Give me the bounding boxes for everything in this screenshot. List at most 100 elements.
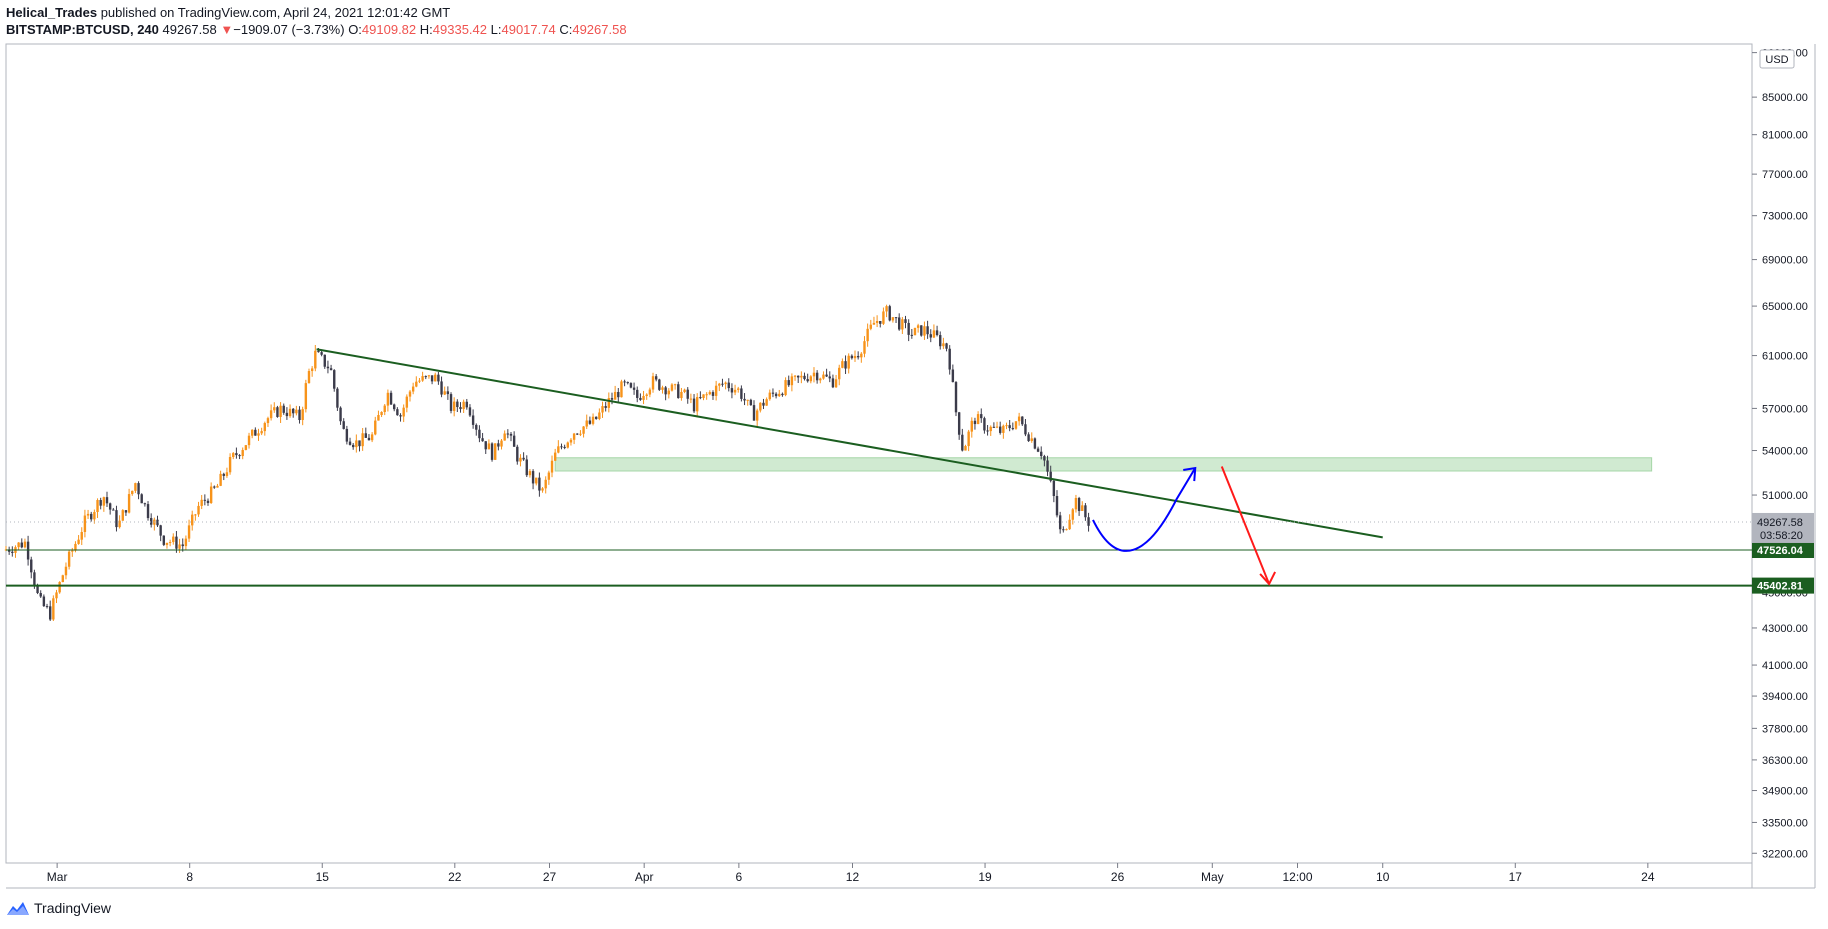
candle-body [916,325,920,328]
candle [156,515,159,527]
author-name[interactable]: Helical_Trades [6,5,98,20]
candle-body [535,477,538,484]
candle [83,509,87,538]
candle [550,455,554,478]
candle-body [197,505,200,515]
candle-body [509,433,513,436]
price-chart[interactable]: 90000.0085000.0081000.0077000.0073000.00… [0,0,1828,895]
candle-body [497,443,500,447]
candle [465,398,469,410]
candle-body [279,405,282,417]
candle [1002,424,1005,439]
candle [661,385,664,394]
candle-body [494,443,497,460]
candle [973,417,977,430]
price-tick-label: 77000.00 [1762,169,1808,181]
candle-body [778,393,781,397]
candle [942,337,945,350]
candle [951,364,955,383]
candle-body [737,388,740,390]
candle-body [677,384,680,399]
candle [519,454,522,467]
candle [449,392,453,414]
candle-body [386,392,390,406]
bullish-projection-arrow [1092,467,1197,552]
candle [411,382,415,395]
candle [238,454,241,460]
candle-body [124,510,128,513]
candle [26,535,30,566]
candle [430,375,434,385]
candle [1014,421,1018,430]
candle [879,320,882,328]
candle [194,513,197,521]
candle [645,393,648,400]
candle-body [74,543,77,551]
candle-body [481,438,484,442]
candle [197,501,200,517]
published-text: published on TradingView.com, April 24, … [100,5,451,20]
candle-body [127,494,131,513]
descending-trendline [316,348,1383,539]
candle-body [598,412,601,419]
candle [894,317,898,324]
candle [541,487,544,493]
candle-body [20,542,23,548]
candle-body [383,405,386,412]
candle-body [48,606,52,620]
time-axis[interactable]: Mar 8 15 22 27 Apr 6 12 19 26 May 12:00 10 17 24 [47,863,1655,884]
candle [916,323,920,333]
candle [506,429,510,439]
candle [279,402,282,424]
candle-body [263,423,267,432]
candle-body [339,407,342,422]
candle [77,535,80,545]
candle [295,405,298,416]
candle [926,320,929,339]
candle [487,439,491,450]
candle [882,307,885,325]
candle-body [689,398,693,400]
time-tick-label: 19 [978,870,992,884]
candle-body [1077,498,1081,511]
candle [860,352,863,363]
countdown-label: 03:58:20 [1760,530,1803,542]
candle [361,427,364,451]
price-tick-label: 43000.00 [1762,623,1808,635]
candle-body [83,515,87,532]
candle-body [516,446,519,462]
candle-body [449,394,453,411]
candle-body [434,374,437,382]
candle-body [708,392,712,395]
candle [1033,437,1037,450]
candle-body [326,366,330,369]
candle-body [172,536,175,543]
candle [626,381,629,385]
candle [222,472,225,481]
candle-body [838,367,841,380]
candle [17,542,20,551]
candle [326,360,330,374]
candle-body [134,483,137,491]
candle [452,397,456,417]
candle-body [1005,425,1008,427]
candle [512,431,516,447]
candle [664,385,667,401]
candle-body [585,420,588,427]
tradingview-footer[interactable]: TradingView [6,900,111,916]
candle [213,485,216,489]
support-level-label: 45402.81 [1757,581,1803,593]
price-axis[interactable]: 90000.0085000.0081000.0077000.0073000.00… [1752,48,1814,861]
candle-body [762,402,765,406]
candle-body [670,384,674,391]
candle [364,427,368,438]
candle [298,406,301,424]
candle [686,387,689,404]
candle-body [118,520,121,528]
symbol-label[interactable]: BITSTAMP:BTCUSD, 240 [6,22,159,37]
candle [134,482,137,494]
candle [841,358,844,369]
candle-body [746,399,749,401]
candle [329,364,333,371]
candle-body [399,415,402,417]
